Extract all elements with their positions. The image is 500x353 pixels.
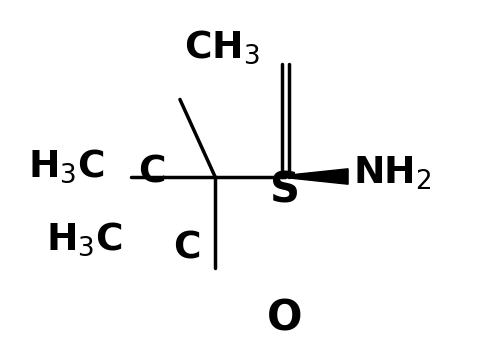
Text: CH$_3$: CH$_3$ (184, 28, 260, 66)
Text: C: C (173, 230, 201, 266)
Polygon shape (285, 169, 348, 184)
Text: NH$_2$: NH$_2$ (354, 154, 432, 192)
Text: H$_3$C: H$_3$C (28, 147, 104, 185)
Text: H$_3$C: H$_3$C (46, 221, 122, 258)
Text: C: C (138, 155, 166, 191)
Text: S: S (270, 169, 300, 211)
Text: O: O (268, 297, 303, 339)
